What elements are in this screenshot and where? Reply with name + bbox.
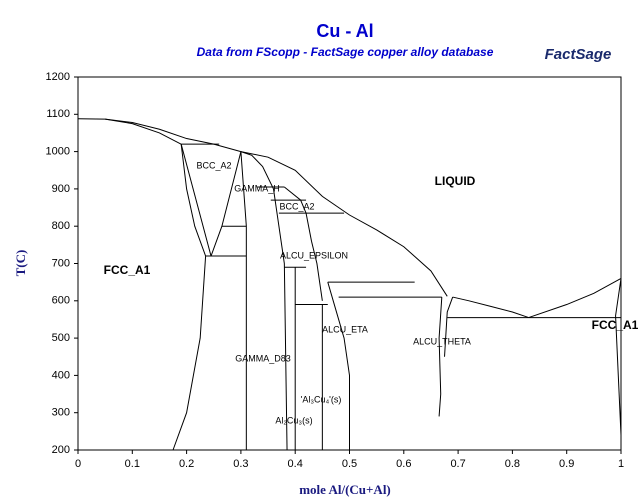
y-tick-label: 1100: [46, 108, 70, 120]
y-tick-label: 1000: [46, 146, 70, 158]
chart-title: Cu - Al: [316, 21, 373, 41]
y-tick-label: 700: [52, 257, 70, 269]
phase-label: BCC_A2: [196, 160, 231, 170]
phase-boundary: [528, 277, 622, 319]
x-tick-label: 0.1: [125, 458, 140, 470]
phase-boundary: [284, 186, 323, 301]
x-tick-label: 0: [75, 458, 81, 470]
phase-label: GAMMA_D83: [235, 353, 291, 363]
phase-boundary: [438, 297, 443, 417]
phase-label: BCC_A2: [279, 201, 314, 211]
phase-boundary: [240, 151, 247, 450]
x-tick-label: 0.6: [396, 458, 411, 470]
phase-boundary: [240, 151, 288, 451]
y-tick-label: 600: [52, 295, 70, 307]
phase-boundary: [105, 118, 182, 145]
y-tick-label: 300: [52, 407, 70, 419]
x-tick-label: 0.3: [233, 458, 248, 470]
phase-boundary: [172, 144, 207, 451]
x-tick-label: 0.4: [288, 458, 303, 470]
phase-label: 'Al₃Cu₄'(s): [301, 394, 342, 404]
phase-boundary: [327, 282, 350, 450]
phase-boundary: [452, 296, 529, 319]
logo: FactSage: [545, 46, 612, 63]
y-tick-label: 800: [52, 220, 70, 232]
x-tick-label: 1: [618, 458, 624, 470]
x-tick-label: 0.8: [505, 458, 520, 470]
phase-label: FCC_A1: [104, 263, 151, 277]
y-tick-label: 1200: [46, 71, 70, 83]
chart-subtitle: Data from FScopp - FactSage copper alloy…: [197, 45, 494, 59]
x-tick-label: 0.5: [342, 458, 357, 470]
phase-boundary: [77, 118, 448, 297]
x-tick-label: 0.9: [559, 458, 574, 470]
phase-label: ALCU_ETA: [322, 324, 368, 334]
phase-label: ALCU_EPSILON: [280, 250, 348, 260]
y-tick-label: 200: [52, 444, 70, 456]
y-axis-label: T(C): [13, 250, 28, 277]
x-tick-label: 0.7: [450, 458, 465, 470]
phase-label: GAMMA_H: [234, 183, 280, 193]
y-tick-label: 900: [52, 183, 70, 195]
phase-label: FCC_A1: [592, 318, 639, 332]
y-tick-label: 500: [52, 332, 70, 344]
x-axis-label: mole Al/(Cu+Al): [299, 482, 391, 497]
phase-label: Al₂Cu₃(s): [275, 415, 312, 425]
phase-boundary: [615, 278, 622, 436]
phase-boundary: [180, 144, 212, 257]
phase-label: ALCU_THETA: [413, 336, 471, 346]
phase-boundary: [444, 296, 454, 357]
phase-label: LIQUID: [435, 174, 476, 188]
y-tick-label: 400: [52, 369, 70, 381]
x-tick-label: 0.2: [179, 458, 194, 470]
